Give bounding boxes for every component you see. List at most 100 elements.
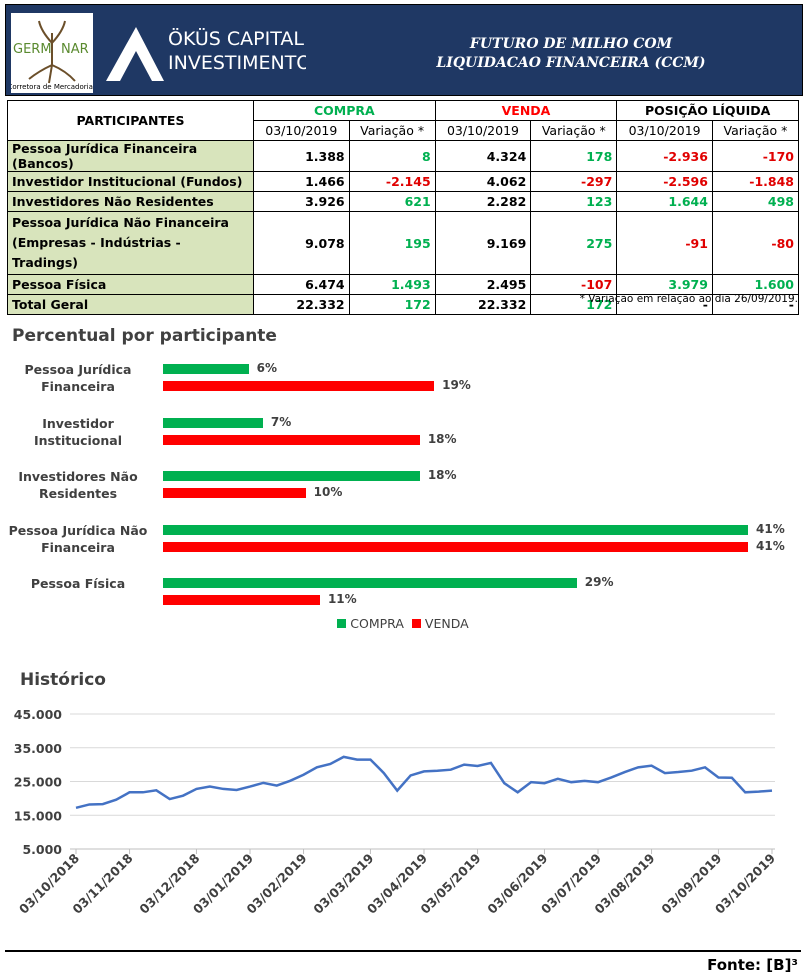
cell: 2.495	[434, 274, 532, 295]
footer-rule	[5, 950, 801, 952]
cell: -91	[616, 211, 713, 275]
chart-title: Percentual por participante	[12, 326, 277, 346]
participant: Total Geral	[7, 294, 254, 315]
bar-chart: Percentual por participante Pessoa Jurídi…	[0, 320, 806, 640]
cell: 123	[530, 191, 618, 212]
cell: 2.282	[434, 191, 532, 212]
participant: Investidores Não Residentes	[7, 191, 254, 212]
cell: -2.145	[348, 171, 436, 192]
group-header: COMPRA	[253, 100, 436, 121]
bar	[163, 595, 320, 605]
cell: 22.332	[434, 294, 532, 315]
row: Investidor Institucional (Fundos) 1.466 -2…	[7, 171, 800, 192]
subheader: 03/10/2019	[616, 120, 713, 141]
logo-caption: Corretora de Mercadorias	[11, 83, 93, 91]
bar	[163, 541, 748, 552]
table: PARTICIPANTES COMPRA VENDA POSIÇÃO LÍQUIDA 0…	[7, 100, 800, 315]
row: Pessoa Jurídica Financeira (Bancos) 1.388…	[7, 140, 800, 172]
y-tick-label: 45.000	[14, 707, 63, 722]
legend-label: VENDA	[424, 616, 469, 631]
cell: 275	[530, 211, 618, 275]
row: Pessoa Física 6.474 1.493 2.495 -107 3.979 1.6…	[7, 274, 800, 295]
cell: 3.926	[253, 191, 350, 212]
line	[75, 755, 773, 810]
value-label: 19%	[442, 378, 471, 392]
cell: 22.332	[253, 294, 350, 315]
value-label: 18%	[427, 431, 457, 446]
chart-title: Histórico	[20, 670, 106, 690]
y-tick-label: 35.000	[14, 741, 63, 756]
y-tick-label: 15.000	[14, 808, 63, 823]
cell: 1.644	[616, 191, 713, 212]
row: Pessoa Jurídica Não Financeira (Empresas…	[7, 211, 800, 275]
participants-header: PARTICIPANTES	[7, 100, 254, 141]
brand: ÖKÜS CAPITAL INVESTIMENTOS	[106, 27, 306, 81]
cell: -297	[530, 171, 618, 192]
cell: 498	[711, 191, 800, 212]
y-tick-label: 5.000	[22, 842, 62, 857]
header-row: PARTICIPANTES COMPRA VENDA POSIÇÃO LÍQUIDA	[7, 100, 799, 141]
logo-left: GERM	[13, 42, 52, 57]
category-label: Pessoa Jurídica Financeira	[24, 362, 132, 394]
bar	[163, 434, 420, 445]
category-label: Investidores Não Residentes	[18, 469, 138, 501]
y-tick-label: 25.000	[14, 775, 63, 790]
brand-line: ÖKÜS CAPITAL	[168, 27, 304, 50]
bar	[163, 364, 249, 374]
group-header: VENDA	[434, 100, 618, 121]
cell: 4.062	[434, 171, 532, 192]
value-label: 41%	[756, 538, 785, 553]
group-header: POSIÇÃO LÍQUIDA	[616, 100, 799, 121]
cell: -2.936	[616, 140, 713, 172]
value-label: 11%	[327, 592, 357, 606]
cell: 1.388	[253, 140, 350, 172]
category-label: Investidor Institucional	[33, 415, 123, 448]
line-chart: Histórico5.00015.00025.00035.00045.00003…	[14, 670, 778, 917]
row: Investidores Não Residentes 3.926 621 2.282…	[7, 191, 800, 212]
cell: 1.493	[348, 274, 436, 295]
participant: Investidor Institucional (Fundos)	[7, 171, 254, 192]
subheader: 03/10/2019	[253, 120, 350, 141]
cell: 195	[348, 211, 436, 275]
value-label: 29%	[584, 575, 614, 589]
bar	[163, 488, 306, 498]
subheader: Variação *	[530, 120, 618, 141]
title-line: FUTURO DE MILHO COM	[469, 36, 673, 52]
value-label: 6%	[256, 361, 277, 375]
note: * Variação em relação ao dia 26/09/2019.	[579, 293, 798, 305]
legend-swatch	[337, 619, 347, 628]
participant: Pessoa Jurídica Não Financeira (Empresas…	[7, 211, 254, 275]
legend-swatch	[411, 619, 421, 628]
category-label: Pessoa Física	[30, 576, 126, 591]
cell: -	[711, 294, 800, 315]
participant: Pessoa Jurídica Financeira (Bancos)	[7, 140, 254, 172]
cell: -80	[711, 211, 800, 275]
cell: -107	[530, 274, 618, 295]
subheader-row: 03/10/2019 Variação * 03/10/2019 Variação *…	[8, 120, 800, 141]
cell: 4.324	[434, 140, 532, 172]
brand-line: INVESTIMENTOS	[168, 52, 306, 74]
cell: 8	[348, 140, 436, 172]
subheader: Variação *	[348, 120, 436, 141]
title: FUTURO DE MILHO COM LIQUIDACAO FINANCEIR…	[406, 35, 736, 73]
cell: -1.848	[711, 171, 800, 192]
cell: 9.169	[434, 211, 532, 275]
subheader: Variação *	[711, 120, 800, 141]
cell: 621	[348, 191, 436, 212]
cell: 9.078	[253, 211, 350, 275]
value-label: 7%	[270, 414, 292, 429]
title-line: LIQUIDACAO FINANCEIRA (CCM)	[436, 55, 706, 71]
cell: 6.474	[253, 274, 350, 295]
value-label: 41%	[756, 521, 785, 536]
bar	[163, 471, 420, 481]
source: Fonte: [B]³	[707, 956, 798, 974]
legend: COMPRA VENDA	[0, 616, 806, 631]
bar	[163, 417, 263, 428]
cell: 172	[348, 294, 436, 315]
category-label: Pessoa Jurídica Não Financeira	[8, 522, 148, 555]
bar	[163, 381, 435, 391]
header: GERM NAR Corretora de Mercadorias ÖKÜS C…	[5, 4, 803, 96]
value-label: 10%	[313, 485, 343, 499]
logo: GERM NAR Corretora de Mercadorias	[7, 13, 97, 93]
